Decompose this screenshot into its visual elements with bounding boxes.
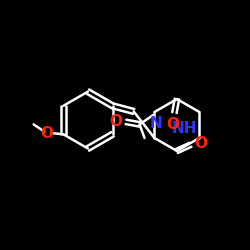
Text: O: O (41, 126, 54, 140)
Text: O: O (167, 117, 180, 132)
Text: N: N (149, 116, 162, 132)
Text: NH: NH (172, 120, 198, 136)
Text: O: O (194, 136, 207, 151)
Text: O: O (109, 114, 122, 130)
